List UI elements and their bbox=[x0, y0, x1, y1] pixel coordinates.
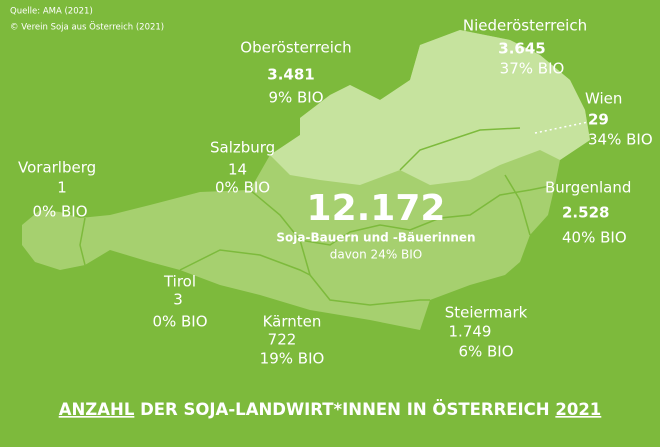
region-bio: 0% BIO bbox=[152, 313, 207, 331]
region-name: Steiermark bbox=[445, 304, 528, 322]
footer-title: ANZAHL DER SOJA-LANDWIRT*INNEN IN ÖSTERR… bbox=[59, 400, 602, 419]
region-bio: 6% BIO bbox=[458, 343, 513, 361]
region-count: 3.645 bbox=[498, 40, 545, 58]
source: Quelle: AMA (2021) bbox=[10, 7, 93, 17]
region-bio: 0% BIO bbox=[32, 203, 87, 221]
region-count: 3 bbox=[173, 291, 183, 309]
total-bio: davon 24% BIO bbox=[330, 248, 423, 262]
footer-part: 2021 bbox=[555, 400, 601, 419]
region-bio: 34% BIO bbox=[588, 131, 653, 149]
region-name: Wien bbox=[585, 90, 622, 108]
region-count: 722 bbox=[268, 331, 297, 349]
source: © Verein Soja aus Österreich (2021) bbox=[10, 22, 164, 33]
total-label: Soja-Bauern und -Bäuerinnen bbox=[276, 231, 475, 245]
region-count: 1 bbox=[57, 179, 67, 197]
footer-part: DER SOJA-LANDWIRT*INNEN IN ÖSTERREICH bbox=[140, 400, 550, 419]
region-bio: 0% BIO bbox=[215, 179, 270, 197]
region-bio: 19% BIO bbox=[260, 350, 325, 368]
region-count: 29 bbox=[588, 111, 609, 129]
region-bio: 37% BIO bbox=[500, 60, 565, 78]
region-count: 2.528 bbox=[562, 204, 609, 222]
region-count: 1.749 bbox=[449, 323, 492, 341]
region-name: Vorarlberg bbox=[18, 159, 96, 177]
region-bio: 9% BIO bbox=[268, 89, 323, 107]
total-value: 12.172 bbox=[307, 188, 446, 229]
footer-part: ANZAHL bbox=[59, 400, 135, 419]
region-bio: 40% BIO bbox=[562, 229, 627, 247]
region-name: Kärnten bbox=[263, 313, 322, 331]
region-name: Niederösterreich bbox=[463, 17, 587, 35]
region-name: Burgenland bbox=[545, 179, 631, 197]
region-count: 3.481 bbox=[267, 66, 314, 84]
austria-map bbox=[22, 30, 590, 330]
region-count: 14 bbox=[228, 161, 247, 179]
region-name: Tirol bbox=[163, 273, 196, 291]
region-name: Salzburg bbox=[210, 139, 275, 157]
region-name: Oberösterreich bbox=[240, 39, 351, 57]
wien-pointer bbox=[534, 121, 589, 134]
